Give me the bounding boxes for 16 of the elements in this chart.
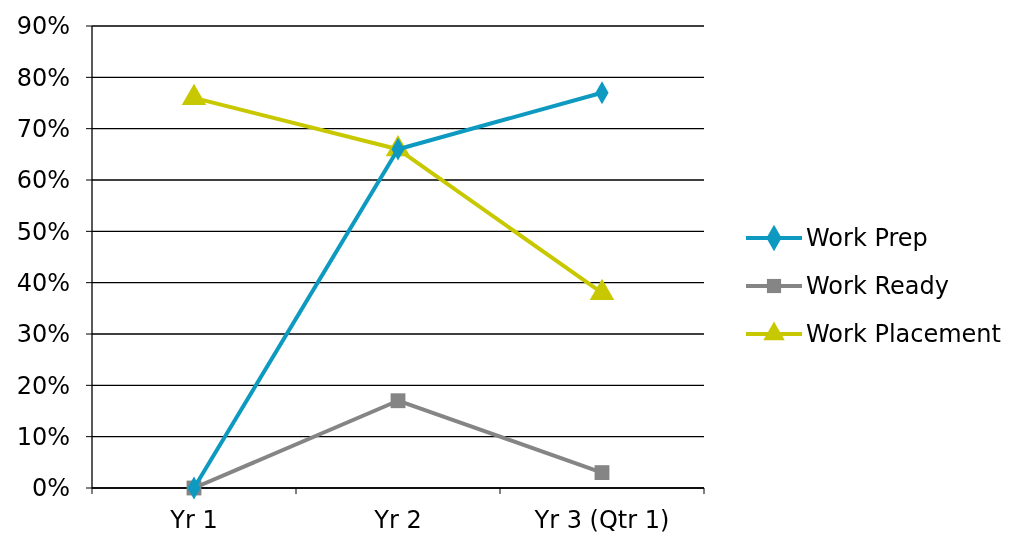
y-tick-label: 40% — [16, 269, 70, 298]
legend-label: Work Ready — [806, 272, 949, 301]
y-tick-label: 60% — [16, 166, 70, 195]
y-tick-label: 30% — [16, 320, 70, 349]
y-tick-label: 50% — [16, 217, 70, 246]
x-tick-label: Yr 2 — [373, 506, 422, 534]
y-tick-label: 80% — [16, 63, 70, 92]
y-tick-label: 0% — [31, 474, 70, 503]
y-tick-label: 70% — [16, 115, 70, 144]
legend-label: Work Prep — [806, 224, 928, 253]
y-tick-label: 20% — [16, 371, 70, 400]
y-tick-label: 90% — [16, 12, 70, 41]
legend-label: Work Placement — [806, 320, 1001, 349]
x-tick-label: Yr 3 (Qtr 1) — [533, 506, 670, 534]
y-tick-label: 10% — [16, 423, 70, 452]
x-tick-label: Yr 1 — [169, 506, 218, 534]
